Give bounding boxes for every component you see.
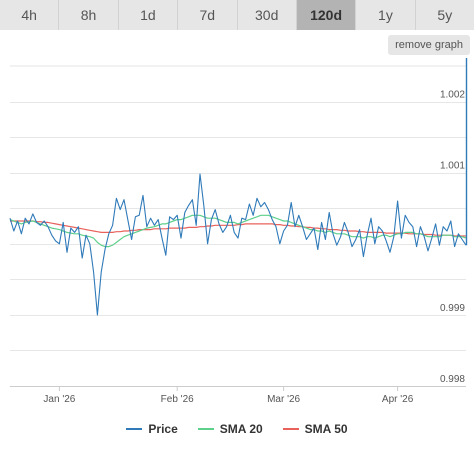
- remove-graph-button[interactable]: remove graph: [388, 35, 470, 55]
- tab-4h[interactable]: 4h: [0, 0, 60, 30]
- chart-legend: Price SMA 20 SMA 50: [0, 420, 474, 438]
- tab-30d[interactable]: 30d: [237, 0, 297, 30]
- tab-5y[interactable]: 5y: [415, 0, 474, 30]
- price-line: [9, 173, 467, 316]
- tab-1d[interactable]: 1d: [118, 0, 179, 30]
- y-tick-label: 0.998: [440, 374, 465, 385]
- legend-label-sma-50: SMA 50: [304, 422, 348, 436]
- price-chart: 1.002 1.001 0.999 0.998 Jan '26 Feb '26 Mar '…: [9, 58, 468, 405]
- tab-1y[interactable]: 1y: [356, 0, 416, 30]
- y-tick-label: 1.001: [440, 161, 465, 172]
- series-lines: [9, 58, 468, 316]
- legend-item-sma-50[interactable]: SMA 50: [282, 420, 348, 438]
- legend-item-sma-20[interactable]: SMA 20: [197, 420, 263, 438]
- tab-7d[interactable]: 7d: [178, 0, 238, 30]
- x-axis: Jan '26 Feb '26 Mar '26 Apr '26: [10, 386, 466, 405]
- tab-120d[interactable]: 120d: [296, 0, 357, 30]
- time-range-tabs: 4h 8h 1d 7d 30d 120d 1y 5y: [0, 0, 474, 30]
- y-tick-label: 1.002: [440, 90, 465, 101]
- legend-swatch-sma-20: [197, 428, 214, 430]
- legend-swatch-sma-50: [282, 428, 299, 430]
- x-tick-label: Feb '26: [161, 394, 194, 405]
- x-tick-label: Jan '26: [43, 394, 75, 405]
- tab-8h[interactable]: 8h: [59, 0, 119, 30]
- sma-50-line: [10, 220, 466, 237]
- legend-label-sma-20: SMA 20: [219, 422, 263, 436]
- legend-item-price[interactable]: Price: [126, 420, 178, 438]
- legend-swatch-price: [126, 428, 143, 430]
- x-tick-label: Apr '26: [382, 394, 414, 405]
- y-tick-label: 0.999: [440, 303, 465, 314]
- legend-label-price: Price: [148, 422, 178, 436]
- y-axis-ticks: 1.002 1.001 0.999 0.998: [440, 90, 465, 385]
- x-tick-label: Mar '26: [267, 394, 300, 405]
